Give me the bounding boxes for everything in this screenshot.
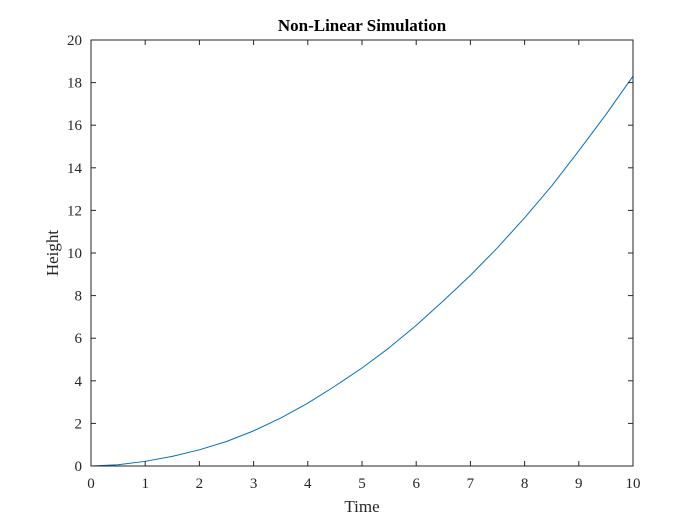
y-tick-label: 18 <box>67 76 82 92</box>
series-line-0 <box>90 75 634 467</box>
y-tick-label: 4 <box>75 374 83 390</box>
y-tick-label: 20 <box>67 33 82 49</box>
series-layer <box>90 75 634 467</box>
x-tick-label: 9 <box>575 476 583 492</box>
x-tick-label: 2 <box>196 476 204 492</box>
y-tick-label: 16 <box>67 118 83 134</box>
y-tick-label: 6 <box>75 331 83 347</box>
chart-title: Non-Linear Simulation <box>278 16 447 35</box>
x-tick-label: 8 <box>521 476 529 492</box>
y-tick-label: 10 <box>67 246 82 262</box>
y-axis-label: Height <box>43 230 62 277</box>
y-tick-label: 2 <box>75 416 83 432</box>
y-tick-label: 12 <box>67 203 82 219</box>
x-tick-label: 3 <box>250 476 258 492</box>
x-tick-label: 0 <box>87 476 95 492</box>
x-tick-label: 6 <box>412 476 420 492</box>
x-tick-label: 10 <box>626 476 641 492</box>
x-tick-label: 1 <box>141 476 149 492</box>
x-axis-label: Time <box>344 497 379 516</box>
y-axis-ticks: 0 2 4 6 8 10 12 14 16 18 20 <box>67 33 633 475</box>
plot-area <box>91 40 633 466</box>
x-tick-label: 5 <box>358 476 366 492</box>
x-axis-ticks: 0 1 2 3 4 5 6 7 8 9 10 <box>87 40 641 492</box>
y-tick-label: 8 <box>75 289 83 305</box>
x-tick-label: 4 <box>304 476 312 492</box>
x-tick-label: 7 <box>467 476 475 492</box>
y-tick-label: 0 <box>75 459 83 475</box>
y-tick-label: 14 <box>67 161 83 177</box>
